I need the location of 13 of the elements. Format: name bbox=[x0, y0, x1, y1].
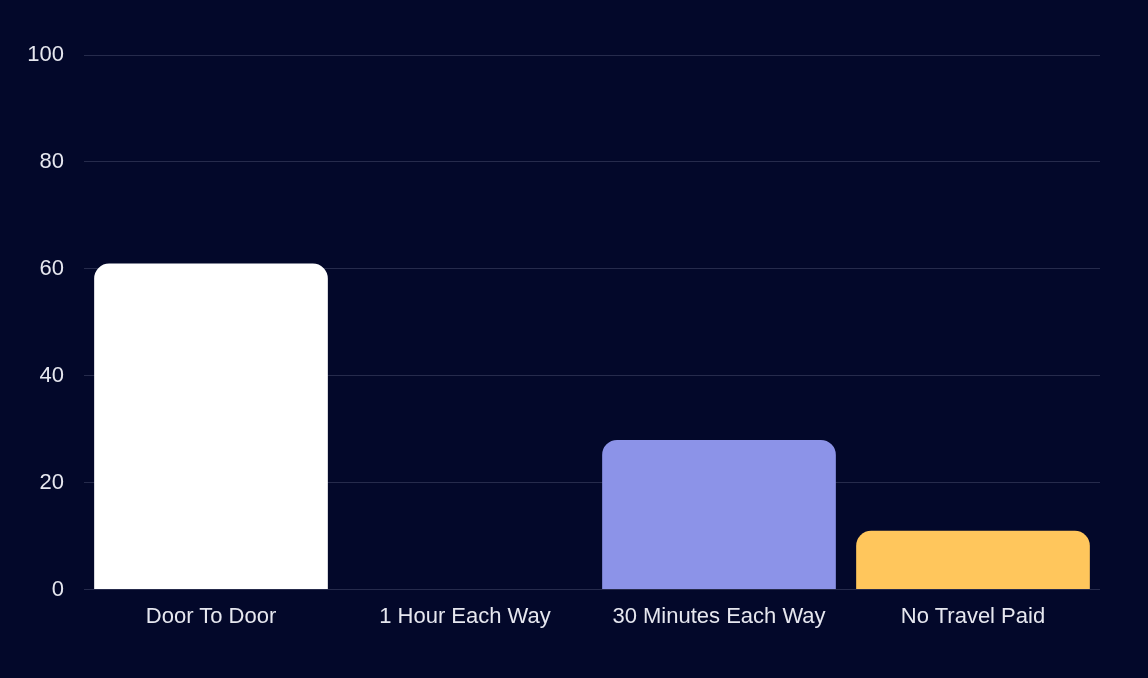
y-tick-label: 40 bbox=[39, 361, 64, 387]
x-tick-label: Door To Door bbox=[145, 602, 277, 628]
bar bbox=[94, 263, 328, 590]
y-tick-label: 80 bbox=[39, 147, 64, 173]
x-tick-label: 1 Hour Each Way bbox=[379, 602, 551, 628]
bar bbox=[602, 439, 836, 590]
bar bbox=[856, 530, 1090, 590]
y-tick-label: 0 bbox=[51, 575, 64, 601]
y-tick-label: 20 bbox=[39, 468, 64, 494]
x-tick-label: No Travel Paid bbox=[900, 602, 1046, 628]
y-tick-label: 100 bbox=[27, 41, 64, 67]
y-tick-label: 60 bbox=[39, 254, 64, 280]
x-tick-label: 30 Minutes Each Way bbox=[612, 602, 826, 628]
